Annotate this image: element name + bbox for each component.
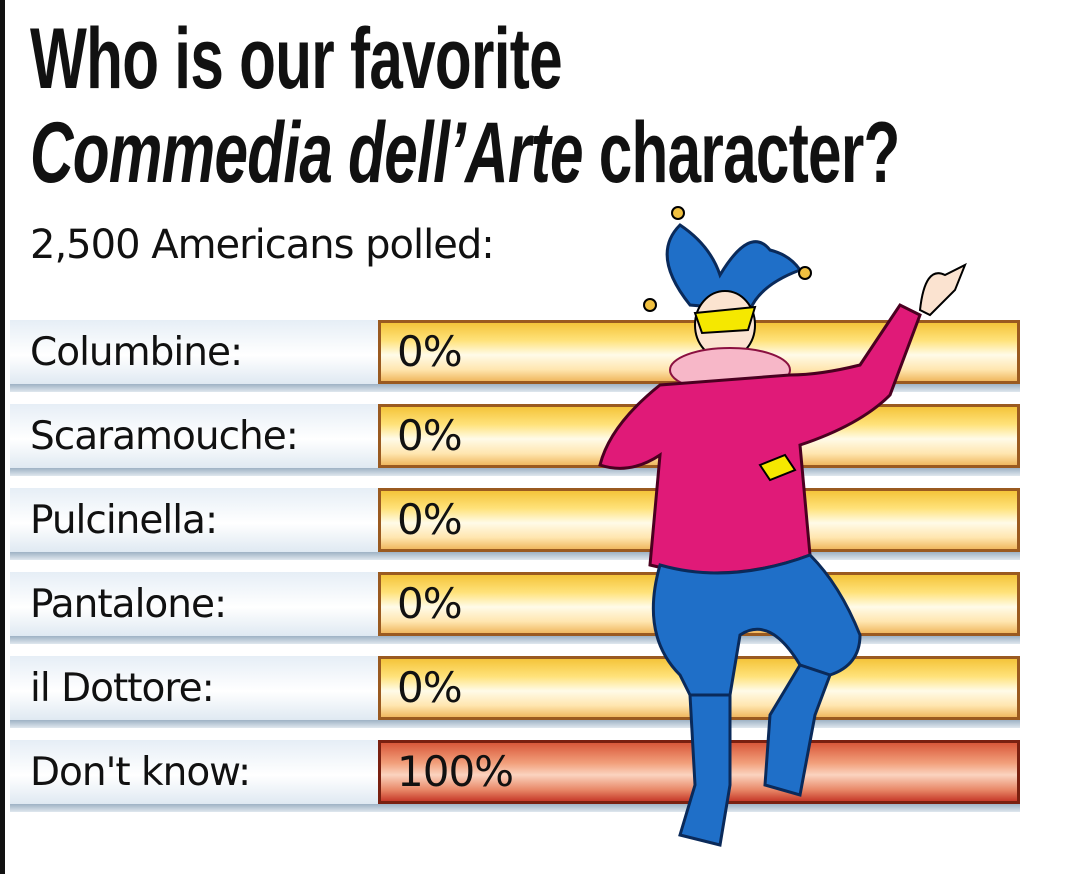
label-band [10,488,380,552]
subtitle: 2,500 Americans polled: [30,222,495,268]
data-label: 0% [397,495,463,544]
row-shadow [10,468,1020,476]
category-label: Pantalone: [30,582,227,627]
title-line-2: Commedia dell’Arte character? [30,110,900,196]
category-label: Pulcinella: [30,498,218,543]
row-shadow [10,552,1020,560]
row-shadow [10,720,1020,728]
data-label: 100% [397,747,514,796]
title-italic: Commedia dell’Arte [30,105,583,201]
title-rest: character? [582,105,901,201]
data-label: 0% [397,411,463,460]
row-shadow [10,384,1020,392]
category-label: il Dottore: [30,666,215,711]
label-band [10,656,380,720]
row-shadow [10,804,1020,812]
jester-icon [598,206,967,847]
data-label: 0% [397,579,463,628]
row-shadow [10,636,1020,644]
data-label: 0% [397,663,463,712]
label-band [10,320,380,384]
category-label: Scaramouche: [30,414,299,459]
label-band [10,740,380,804]
category-label: Don't know: [30,750,251,795]
left-border [0,0,5,874]
category-label: Columbine: [30,330,243,375]
data-label: 0% [397,327,463,376]
title-line-1: Who is our favorite [30,11,563,107]
label-band [10,572,380,636]
label-band [10,404,380,468]
